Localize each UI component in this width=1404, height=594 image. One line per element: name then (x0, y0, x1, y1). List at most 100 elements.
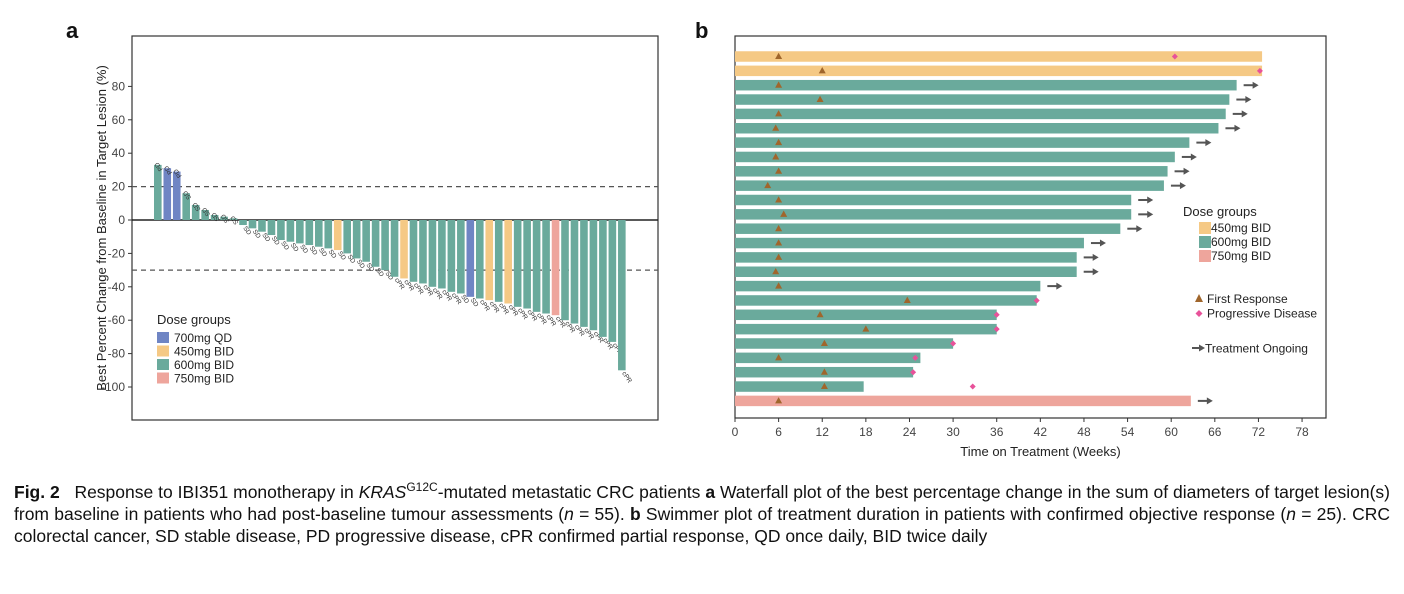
waterfall-bar (504, 220, 512, 304)
legend-label: 450mg BID (1211, 221, 1271, 235)
waterfall-bar (333, 220, 342, 251)
waterfall-bar (551, 220, 560, 316)
bar-response-label: SD (298, 244, 309, 256)
bar-response-label: SD (270, 235, 281, 247)
swimmer-bar (735, 395, 1191, 407)
y-tick-label: 80 (112, 79, 126, 93)
y-axis-title: Best Percent Change from Baseline in Tar… (94, 65, 109, 391)
bar-response-label: SD (355, 259, 366, 271)
waterfall-bar (248, 220, 257, 229)
first-response-marker (862, 325, 870, 332)
bar-response-label: SD (210, 211, 221, 223)
swimmer-bar (735, 123, 1219, 134)
first-response-marker (775, 138, 783, 146)
caption-part2: -mutated metastatic CRC patients (437, 481, 706, 502)
legend-first-response-label: First Response (1207, 292, 1288, 306)
waterfall-bar (513, 220, 522, 307)
swimmer-bar (735, 108, 1226, 120)
ongoing-arrowhead (1099, 239, 1106, 247)
progressive-disease-marker (910, 369, 917, 376)
ongoing-arrowhead (1179, 182, 1186, 190)
waterfall-bar (523, 220, 531, 309)
x-tick-label: 24 (903, 425, 917, 439)
first-response-marker (764, 181, 772, 189)
ongoing-arrowhead (1234, 124, 1241, 132)
first-response-marker (816, 95, 824, 103)
x-tick-label: 42 (1034, 425, 1048, 439)
waterfall-bar (296, 220, 304, 244)
first-response-marker (775, 253, 783, 260)
legend-swatch (1199, 250, 1211, 262)
legend-label: 750mg BID (1211, 249, 1271, 263)
x-tick-label: 18 (859, 425, 873, 439)
first-response-marker (772, 124, 780, 131)
bar-response-label: PD (163, 164, 174, 176)
caption-part1: Response to IBI351 monotherapy in (74, 481, 359, 502)
ongoing-arrowhead (1252, 81, 1259, 89)
first-response-marker (775, 52, 783, 59)
waterfall-bar (466, 220, 475, 297)
x-tick-label: 48 (1077, 425, 1091, 439)
waterfall-bar (589, 220, 598, 331)
caption-n-value-2: = 25). CRC colorectal cancer, SD stable … (14, 503, 1390, 546)
ongoing-arrowhead (1190, 153, 1197, 161)
swimmer-bar (735, 338, 954, 349)
bar-response-label: SD (229, 214, 240, 226)
first-response-marker (775, 110, 783, 117)
waterfall-bar (324, 220, 333, 249)
first-response-marker (775, 397, 783, 404)
bar-response-label: SD (241, 225, 252, 237)
waterfall-bar (371, 220, 380, 267)
bar-response-label: SD (260, 232, 271, 244)
legend-swatch (1199, 236, 1211, 248)
caption-part3: Waterfall plot of the best percentage ch… (14, 481, 1390, 524)
caption-superscript: G12C (406, 480, 438, 494)
progressive-disease-marker (1256, 67, 1263, 74)
y-tick-label: -40 (108, 280, 126, 294)
swimmer-bar (735, 151, 1175, 163)
ongoing-arrowhead (1147, 196, 1154, 204)
waterfall-bar (314, 220, 323, 247)
ongoing-arrowhead (1245, 96, 1252, 104)
ongoing-arrowhead (1147, 210, 1154, 218)
y-tick-label: -60 (108, 313, 126, 327)
swimmer-bar (735, 209, 1132, 220)
x-tick-label: 0 (732, 425, 739, 439)
swimmer-bar (735, 194, 1132, 206)
bar-response-label: SD (336, 250, 347, 262)
caption-n-value: = 55). (573, 503, 630, 524)
waterfall-bar (390, 220, 399, 277)
waterfall-bar (494, 220, 503, 302)
swimmer-bar (735, 137, 1190, 148)
y-tick-label: 40 (112, 146, 126, 160)
bar-response-label: SD (383, 270, 394, 282)
swimmer-bar (735, 352, 921, 364)
caption-n-symbol-2: n (1286, 503, 1296, 524)
bar-response-label: SD (317, 247, 328, 259)
x-tick-label: 6 (775, 425, 782, 439)
legend-swatch (157, 359, 169, 370)
waterfall-bar (286, 220, 295, 242)
ongoing-arrowhead (1092, 253, 1099, 261)
swimmer-bar (735, 295, 1037, 306)
waterfall-bar (258, 220, 266, 232)
waterfall-bar (163, 168, 172, 220)
y-tick-label: -20 (108, 246, 126, 260)
waterfall-bar (419, 220, 427, 284)
ongoing-arrowhead (1056, 282, 1063, 290)
x-tick-label: 36 (990, 425, 1004, 439)
waterfall-bar (570, 220, 579, 324)
first-response-marker (820, 368, 828, 375)
swimmer-bar (735, 280, 1041, 292)
figure-caption: Fig. 2 Response to IBI351 monotherapy in… (14, 476, 1390, 547)
first-response-marker (903, 296, 911, 303)
y-tick-label: -100 (101, 380, 125, 394)
waterfall-bar (305, 220, 314, 246)
swimmer-bar (735, 94, 1230, 105)
swimmer-bar (735, 223, 1121, 234)
first-response-marker (816, 311, 824, 318)
x-tick-label: 78 (1295, 425, 1309, 439)
bar-response-label: cPR (620, 370, 633, 384)
caption-label: Fig. 2 (14, 481, 60, 502)
